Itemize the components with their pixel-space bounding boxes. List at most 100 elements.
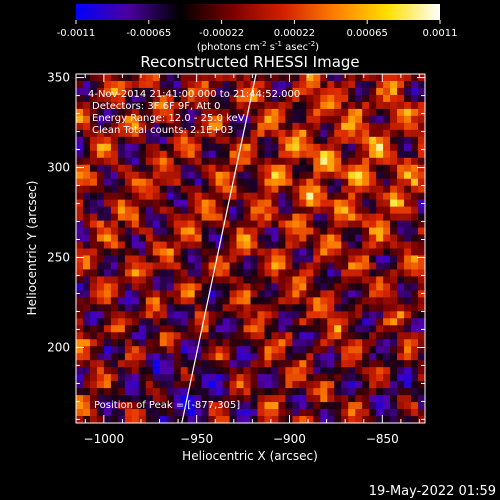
heatmap-pixel <box>369 150 377 159</box>
heatmap-pixel <box>285 241 293 249</box>
heatmap-pixel <box>236 402 244 410</box>
heatmap-pixel <box>327 192 335 201</box>
heatmap-pixel <box>236 262 244 270</box>
heatmap-pixel <box>229 346 237 354</box>
heatmap-pixel <box>341 276 349 284</box>
heatmap-pixel <box>341 220 349 228</box>
heatmap-pixel <box>117 234 126 242</box>
heatmap-pixel <box>257 178 265 187</box>
heatmap-pixel <box>229 276 237 284</box>
heatmap-pixel <box>110 276 119 284</box>
heatmap-pixel <box>264 325 272 333</box>
heatmap-pixel <box>166 115 175 124</box>
heatmap-pixel <box>131 416 140 423</box>
heatmap-pixel <box>103 115 112 124</box>
heatmap-pixel <box>89 241 98 249</box>
heatmap-pixel <box>215 164 223 173</box>
heatmap-pixel <box>334 248 342 256</box>
heatmap-pixel <box>82 332 91 340</box>
heatmap-pixel <box>418 122 425 131</box>
heatmap-pixel <box>201 297 210 305</box>
heatmap-pixel <box>124 297 133 305</box>
heatmap-pixel <box>145 360 154 368</box>
heatmap-pixel <box>124 122 133 131</box>
heatmap-pixel <box>236 206 244 214</box>
heatmap-pixel <box>397 262 405 270</box>
heatmap-pixel <box>369 220 377 228</box>
heatmap-pixel <box>117 74 126 82</box>
heatmap-pixel <box>271 192 279 201</box>
heatmap-pixel <box>208 101 216 110</box>
heatmap-pixel <box>264 339 272 347</box>
heatmap-pixel <box>96 199 105 208</box>
heatmap-pixel <box>208 157 216 166</box>
heatmap-pixel <box>243 311 251 319</box>
heatmap-pixel <box>250 283 258 291</box>
heatmap-pixel <box>229 234 237 242</box>
heatmap-pixel <box>341 199 349 208</box>
heatmap-pixel <box>264 199 272 208</box>
chart-title: Reconstructed RHESSI Image <box>140 53 359 71</box>
heatmap-pixel <box>117 367 126 375</box>
heatmap-pixel <box>96 332 105 340</box>
heatmap-pixel <box>390 108 398 117</box>
heatmap-pixel <box>215 122 223 131</box>
heatmap-pixel <box>341 136 349 145</box>
heatmap-pixel <box>215 318 223 326</box>
heatmap-pixel <box>271 360 279 368</box>
heatmap-pixel <box>215 283 223 291</box>
heatmap-pixel <box>278 199 286 208</box>
heatmap-pixel <box>411 290 419 298</box>
heatmap-pixel <box>173 94 182 103</box>
heatmap-pixel <box>292 171 300 180</box>
heatmap-pixel <box>355 262 363 270</box>
heatmap-pixel <box>243 353 251 361</box>
heatmap-pixel <box>103 185 112 194</box>
heatmap-pixel <box>250 178 258 187</box>
heatmap-pixel <box>355 206 363 214</box>
heatmap-pixel <box>159 87 168 96</box>
heatmap-pixel <box>180 74 189 82</box>
heatmap-pixel <box>222 311 230 319</box>
heatmap-pixel <box>411 220 419 228</box>
heatmap-pixel <box>180 213 189 221</box>
heatmap-pixel <box>131 402 140 410</box>
heatmap-pixel <box>236 311 244 319</box>
heatmap-pixel <box>313 367 321 375</box>
heatmap-pixel <box>117 199 126 208</box>
heatmap-pixel <box>138 241 147 249</box>
heatmap-pixel <box>103 318 112 326</box>
heatmap-pixel <box>397 94 405 103</box>
heatmap-pixel <box>264 311 272 319</box>
heatmap-pixel <box>418 227 425 235</box>
heatmap-pixel <box>89 80 98 89</box>
heatmap-pixel <box>96 311 105 319</box>
heatmap-pixel <box>355 276 363 284</box>
heatmap-pixel <box>201 318 210 326</box>
heatmap-pixel <box>124 220 133 228</box>
heatmap-pixel <box>383 80 391 89</box>
heatmap-pixel <box>103 87 112 96</box>
heatmap-pixel <box>215 332 223 340</box>
heatmap-pixel <box>138 74 147 82</box>
heatmap-pixel <box>194 150 203 159</box>
heatmap-pixel <box>271 388 279 396</box>
heatmap-pixel <box>180 220 189 228</box>
heatmap-pixel <box>348 220 356 228</box>
heatmap-pixel <box>243 143 251 152</box>
heatmap-pixel <box>292 416 300 423</box>
heatmap-pixel <box>229 206 237 214</box>
heatmap-pixel <box>82 87 91 96</box>
heatmap-pixel <box>76 409 84 417</box>
heatmap-pixel <box>117 353 126 361</box>
heatmap-pixel <box>376 304 384 312</box>
heatmap-pixel <box>76 115 84 124</box>
heatmap-pixel <box>334 311 342 319</box>
heatmap-pixel <box>264 241 272 249</box>
heatmap-pixel <box>411 234 419 242</box>
heatmap-pixel <box>397 339 405 347</box>
heatmap-pixel <box>271 311 279 319</box>
heatmap-pixel <box>320 164 328 173</box>
heatmap-pixel <box>313 374 321 382</box>
heatmap-pixel <box>257 213 265 221</box>
